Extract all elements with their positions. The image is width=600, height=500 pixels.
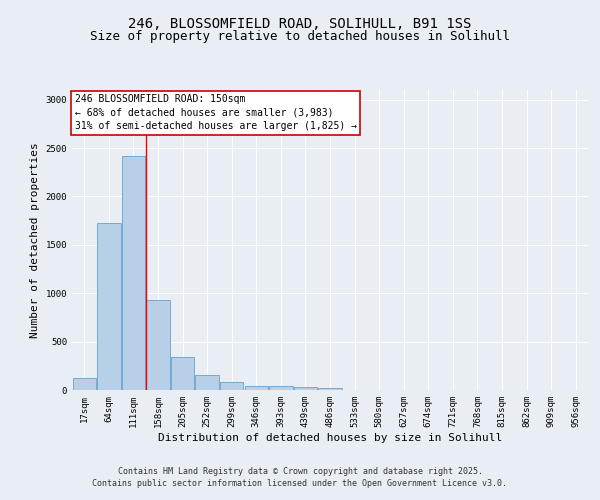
X-axis label: Distribution of detached houses by size in Solihull: Distribution of detached houses by size … (158, 432, 502, 442)
Text: Size of property relative to detached houses in Solihull: Size of property relative to detached ho… (90, 30, 510, 43)
Bar (73, 378, 96, 390)
Bar (146, 300, 170, 390)
Bar (269, 386, 293, 390)
Text: Contains HM Land Registry data © Crown copyright and database right 2025.
Contai: Contains HM Land Registry data © Crown c… (92, 466, 508, 487)
Text: 246, BLOSSOMFIELD ROAD, SOLIHULL, B91 1SS: 246, BLOSSOMFIELD ROAD, SOLIHULL, B91 1S… (128, 18, 472, 32)
Y-axis label: Number of detached properties: Number of detached properties (30, 142, 40, 338)
Text: 246 BLOSSOMFIELD ROAD: 150sqm
← 68% of detached houses are smaller (3,983)
31% o: 246 BLOSSOMFIELD ROAD: 150sqm ← 68% of d… (74, 94, 356, 131)
Bar (294, 387, 317, 390)
Bar (122, 156, 145, 390)
Bar (196, 375, 219, 390)
Bar (97, 223, 121, 390)
Bar (319, 388, 341, 390)
Bar (245, 386, 268, 390)
Bar (171, 357, 194, 390)
Bar (220, 382, 244, 390)
